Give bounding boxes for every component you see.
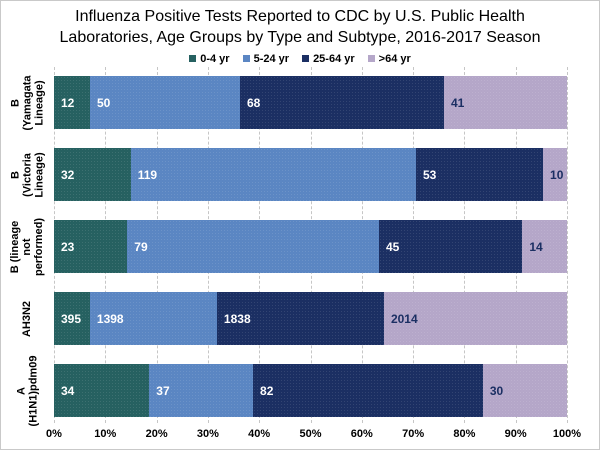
- plot-area: 12 50 68 41 32 119 53 10 23 79 45 14 395 1398 1838 2014…: [54, 67, 568, 423]
- segment-value-label: 68: [247, 95, 261, 110]
- segment-value-label: 1398: [96, 311, 124, 326]
- x-tick-label: 100%: [552, 428, 582, 440]
- bar-segment: 37: [149, 364, 254, 417]
- bar-segment: 2014: [383, 292, 567, 345]
- bar-segment: 395: [54, 292, 90, 345]
- x-tick-label: 40%: [248, 428, 271, 440]
- legend-item: 25-64 yr: [302, 53, 355, 65]
- bar-segment: 30: [482, 364, 567, 417]
- segment-value-label: 53: [422, 167, 437, 182]
- chart-title-line-1: Influenza Positive Tests Reported to CDC…: [75, 8, 525, 25]
- legend-swatch-icon: [189, 55, 197, 62]
- bar-segment: 68: [240, 76, 444, 129]
- segment-value-label: 34: [61, 383, 75, 398]
- legend-label: >64 yr: [378, 52, 411, 65]
- category-label: B (lineage not performed): [9, 217, 46, 276]
- stacked-bar-2: 32 119 53 10: [54, 148, 567, 201]
- bar-segment: 1398: [89, 292, 217, 345]
- category-label: AH3N2: [21, 300, 34, 337]
- x-tick-label: 60%: [350, 428, 373, 440]
- stacked-bar-5: 34 37 82 30: [54, 364, 567, 417]
- x-tick-label: 10%: [94, 428, 117, 440]
- segment-value-label: 37: [156, 383, 170, 398]
- segment-value-label: 32: [61, 167, 75, 182]
- legend-swatch-icon: [242, 55, 250, 62]
- x-tick-label: 70%: [402, 428, 425, 440]
- bar-segment: 119: [130, 148, 416, 201]
- bar-segment: 53: [415, 148, 544, 201]
- bar-segment: 82: [253, 364, 483, 417]
- bar-segment: 41: [444, 76, 567, 129]
- segment-value-label: 41: [451, 95, 465, 110]
- bar-segment: 50: [90, 76, 240, 129]
- bar-segment: 14: [522, 220, 567, 273]
- chart-legend: 0-4 yr 5-24 yr 25-64 yr >64 yr: [1, 52, 599, 65]
- category-label: B (Victoria Lineage): [9, 151, 46, 198]
- segment-value-label: 1838: [223, 311, 251, 326]
- x-tick-label: 30%: [196, 428, 219, 440]
- x-tick-label: 90%: [504, 428, 527, 440]
- legend-label: 25-64 yr: [313, 52, 355, 65]
- legend-label: 5-24 yr: [253, 52, 290, 65]
- stacked-bar-3: 23 79 45 14: [54, 220, 567, 273]
- legend-swatch-icon: [302, 55, 310, 62]
- legend-item: >64 yr: [367, 52, 411, 65]
- stacked-bar-1: 12 50 68 41: [54, 76, 567, 129]
- legend-swatch-icon: [367, 55, 375, 62]
- segment-value-label: 119: [137, 167, 158, 182]
- segment-value-label: 2014: [390, 311, 418, 326]
- bar-segment: 32: [54, 148, 131, 201]
- x-tick-label: 50%: [299, 428, 322, 440]
- gridline: [567, 67, 568, 423]
- segment-value-label: 14: [529, 239, 543, 254]
- segment-value-label: 82: [260, 383, 274, 398]
- segment-value-label: 12: [61, 95, 75, 110]
- legend-label: 0-4 yr: [200, 52, 230, 65]
- bar-segment: 34: [54, 364, 150, 417]
- category-label: A (H1N1)pdm09: [15, 355, 40, 426]
- segment-value-label: 10: [550, 167, 564, 182]
- segment-value-label: 30: [489, 383, 504, 398]
- category-label: B (Yamagata Lineage): [9, 74, 46, 131]
- segment-value-label: 79: [134, 239, 148, 254]
- x-tick-label: 80%: [453, 428, 476, 440]
- bar-segment: 23: [54, 220, 128, 273]
- segment-value-label: 45: [386, 239, 400, 254]
- legend-item: 0-4 yr: [189, 52, 230, 65]
- bar-segment: 45: [379, 220, 523, 273]
- segment-value-label: 395: [61, 311, 82, 326]
- bar-segment: 10: [543, 148, 567, 201]
- segment-value-label: 50: [97, 95, 111, 110]
- x-tick-label: 0%: [46, 428, 62, 440]
- stacked-bar-4: 395 1398 1838 2014: [54, 292, 567, 345]
- legend-item: 5-24 yr: [242, 52, 290, 65]
- x-tick-label: 20%: [145, 428, 168, 440]
- chart-title-line-2: Laboratories, Age Groups by Type and Sub…: [59, 29, 541, 46]
- bar-segment: 1838: [216, 292, 384, 345]
- bar-segment: 12: [54, 76, 90, 129]
- segment-value-label: 23: [61, 239, 75, 254]
- bar-segment: 79: [127, 220, 379, 273]
